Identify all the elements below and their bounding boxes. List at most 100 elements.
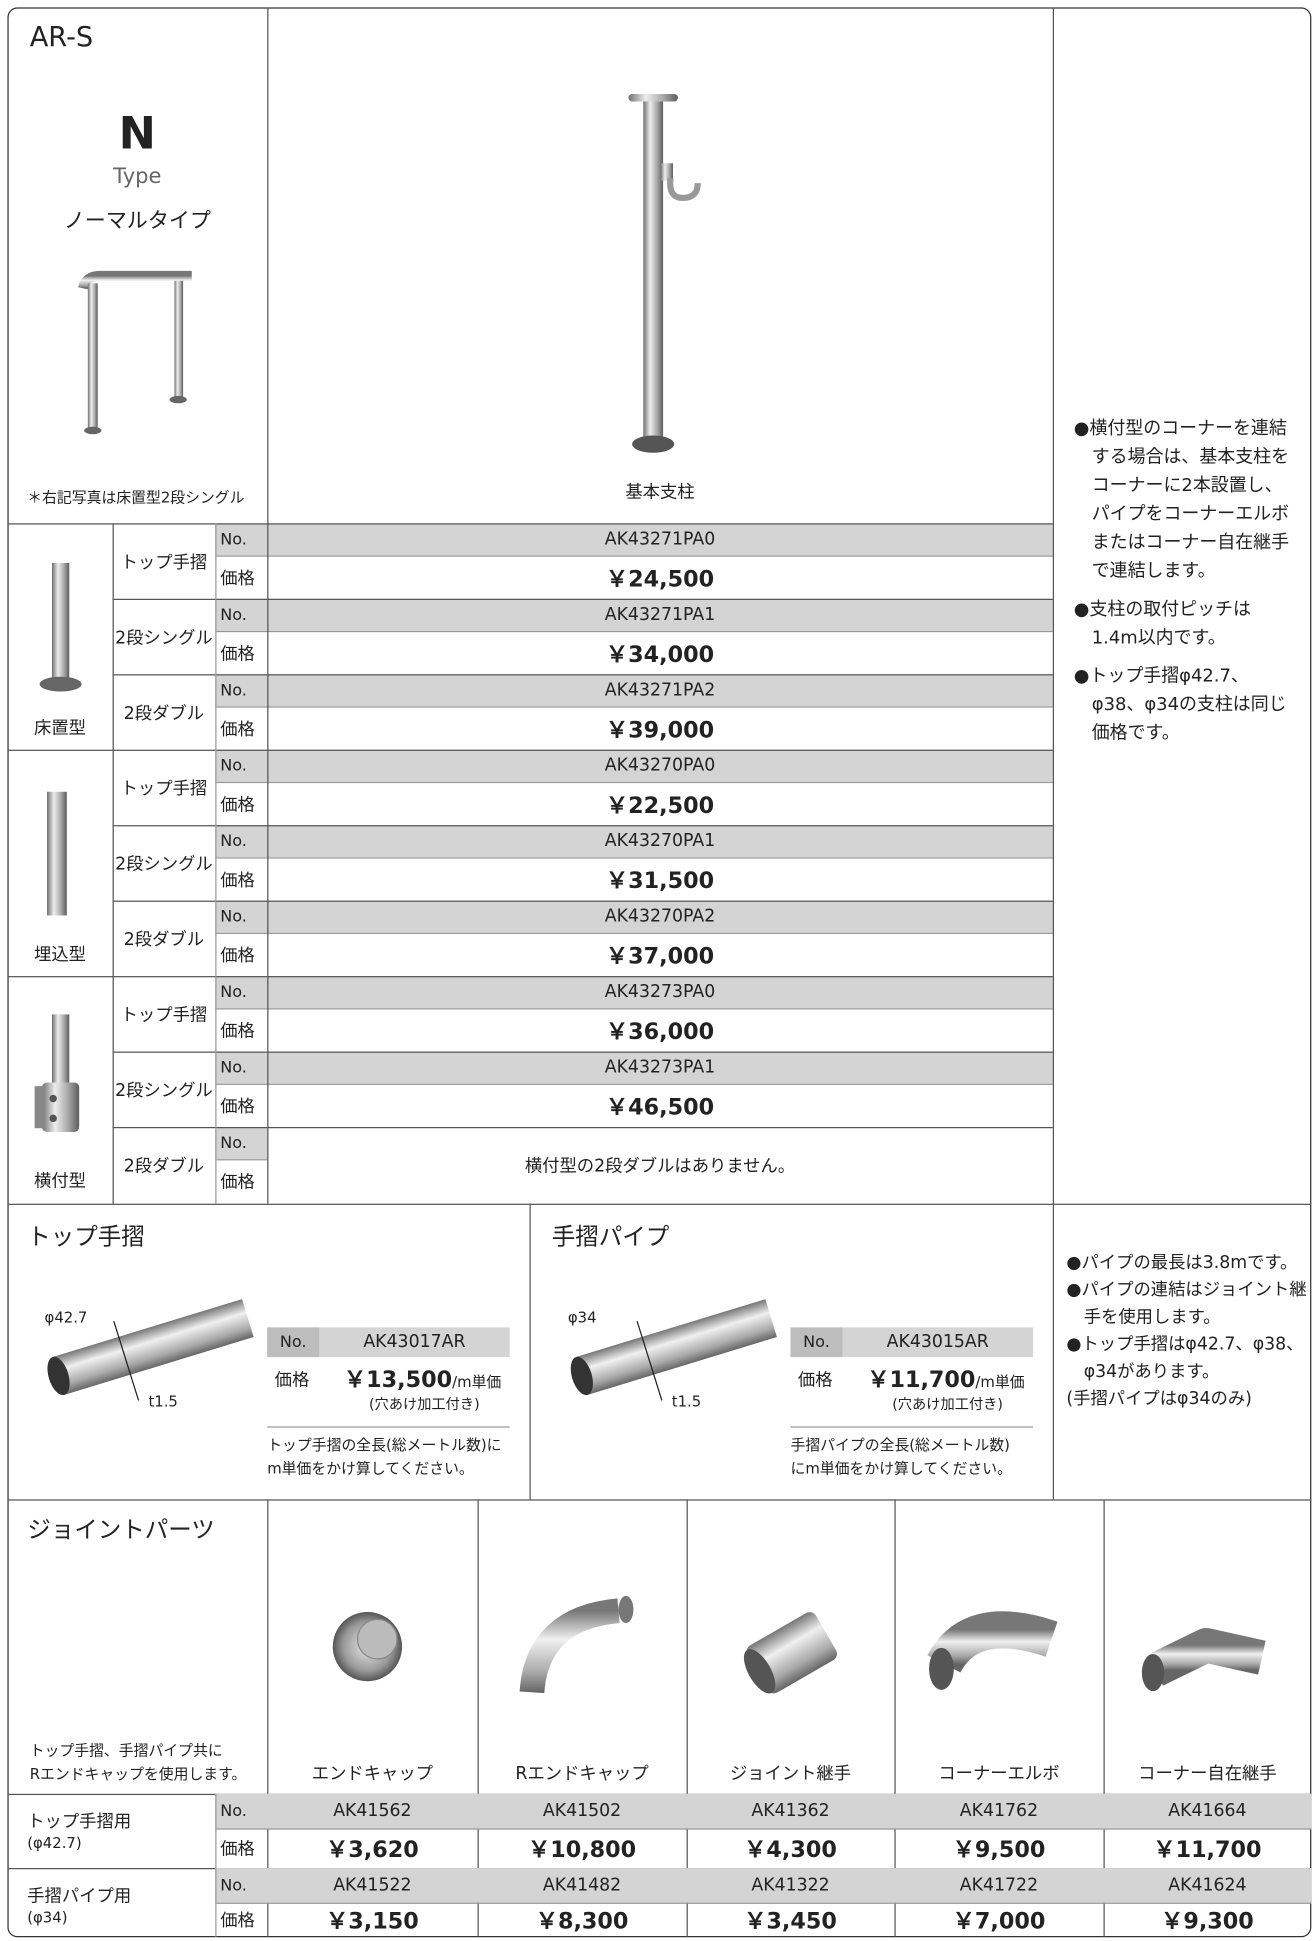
product-no: AK43015AR — [886, 1332, 989, 1353]
price: ￥7,000 — [952, 1908, 1046, 1935]
price-label: 価格 — [220, 1021, 255, 1042]
no-label: No. — [220, 1876, 247, 1895]
no-row — [215, 1051, 1053, 1084]
no-cell: No. — [267, 1327, 320, 1358]
part-name: コーナー自在継手 — [1138, 1764, 1277, 1784]
no-row — [215, 1793, 1312, 1829]
joint-note: トップ手摺、手摺パイプ共に — [29, 1741, 223, 1760]
no-label: No. — [220, 907, 247, 926]
side-post-photo — [34, 1014, 80, 1132]
corner-elbow-photo — [927, 1611, 1058, 1690]
row-name: 2段ダブル — [123, 1156, 205, 1176]
product-no: AK41562 — [333, 1801, 412, 1822]
embed-post-photo — [47, 791, 67, 916]
row-name: トップ手摺 — [120, 552, 208, 573]
post-photo — [628, 94, 701, 453]
part-name: エンドキャップ — [311, 1764, 433, 1784]
price: ￥3,620 — [326, 1837, 419, 1864]
rule — [1102, 1499, 1105, 1938]
no-cell: No. — [790, 1327, 843, 1358]
row-name: 2段シングル — [115, 854, 213, 875]
price: ￥39,000 — [605, 716, 715, 743]
rule — [7, 1498, 1312, 1501]
rule — [685, 1499, 688, 1938]
row-spec: (φ34) — [27, 1908, 68, 1927]
rule — [893, 1499, 896, 1938]
product-no: AK41322 — [751, 1875, 830, 1896]
type-letter: N — [118, 108, 156, 160]
rule — [215, 1083, 1053, 1085]
row-name: 2段シングル — [115, 1080, 213, 1101]
corner-joint-photo — [1141, 1628, 1266, 1692]
product-no: AK41502 — [542, 1801, 622, 1822]
section-title: 手摺パイプ — [551, 1223, 670, 1251]
price-label: 価格 — [220, 643, 255, 664]
no-row — [215, 598, 1053, 631]
price-label: 価格 — [220, 1911, 255, 1932]
price: ￥13,500 — [343, 1366, 453, 1393]
product-no: AK43271PA0 — [604, 529, 716, 550]
rail-block — [0, 0, 1, 1]
rule — [476, 1499, 479, 1938]
product-no: AK43270PA1 — [604, 831, 716, 852]
no-cell — [215, 1126, 268, 1160]
no-row — [215, 900, 1053, 933]
thickness: t1.5 — [148, 1392, 178, 1411]
row-name: 2段ダブル — [123, 929, 205, 950]
pipe-photo — [47, 1299, 254, 1401]
price: ￥3,150 — [326, 1908, 419, 1935]
row-spec: (φ42.7) — [27, 1834, 82, 1852]
rule — [7, 975, 1053, 977]
thickness: t1.5 — [671, 1392, 702, 1411]
price: ￥11,700 — [867, 1366, 976, 1393]
note: ●トップ手摺はφ42.7、φ38、φ34があります。 — [1066, 1334, 1304, 1382]
no-label: No. — [220, 1058, 247, 1077]
section-title: トップ手摺 — [27, 1223, 145, 1251]
group-name: 埋込型 — [34, 945, 86, 965]
part-name: コーナーエルボ — [938, 1764, 1060, 1784]
product-no: AK41522 — [333, 1875, 412, 1896]
pipe-notes: ●パイプの最長は3.8mです。 ●パイプの連結はジョイント継手を使用します。 ●トッ… — [1066, 1249, 1308, 1412]
post-notes: ●横付型のコーナーを連結する場合は、基本支柱をコーナーに2本設置し、パイプをコー… — [1074, 416, 1297, 759]
row-name: トップ手摺 — [120, 778, 208, 799]
price: ￥11,700 — [1153, 1837, 1262, 1864]
price-line: ￥13,500/m単価 — [344, 1362, 517, 1394]
rule — [215, 1902, 1312, 1904]
row-name: 2段シングル — [115, 627, 213, 648]
rule — [112, 1050, 1053, 1053]
no-label: No. — [220, 681, 247, 700]
price-note: (穴あけ加工付き) — [892, 1395, 1003, 1413]
rule — [215, 932, 1053, 934]
description: 手摺パイプの全長(総メートル数) — [790, 1436, 1010, 1454]
row-name: 手摺パイプ用 — [27, 1886, 132, 1907]
price-label: 価格 — [220, 719, 255, 740]
frame — [7, 7, 1312, 1938]
rule — [215, 705, 1053, 708]
rule — [112, 673, 1053, 676]
price-label: 価格 — [220, 870, 255, 891]
joint-note: Rエンドキャップを使用します。 — [29, 1765, 247, 1783]
row-name: トップ手摺用 — [27, 1812, 132, 1833]
description: にm単価をかけ算してください。 — [790, 1459, 1012, 1478]
price-line: ￥11,700/m単価 — [867, 1362, 1040, 1394]
floor-post-photo — [39, 562, 82, 692]
rule — [112, 824, 1053, 826]
r-end-cap-photo — [519, 1595, 634, 1694]
type-name: ノーマルタイプ — [63, 209, 211, 234]
rule — [215, 1007, 1053, 1010]
price: ￥22,500 — [605, 792, 715, 819]
no-label: No. — [220, 1133, 247, 1153]
product-no: AK41482 — [542, 1875, 622, 1896]
rule — [214, 523, 217, 1204]
no-row — [215, 1868, 1312, 1903]
note: ●横付型のコーナーを連結する場合は、基本支柱をコーナーに2本設置し、パイプをコー… — [1073, 419, 1290, 582]
product-no: AK41362 — [751, 1801, 830, 1822]
product-no: AK41664 — [1168, 1801, 1247, 1822]
joint-photo — [743, 1612, 837, 1694]
no-row — [215, 825, 1053, 858]
product-no: AK41762 — [959, 1801, 1039, 1822]
post-caption: 基本支柱 — [625, 482, 695, 503]
no-row — [215, 976, 1053, 1009]
no-row — [215, 674, 1053, 707]
rule — [214, 1793, 217, 1938]
